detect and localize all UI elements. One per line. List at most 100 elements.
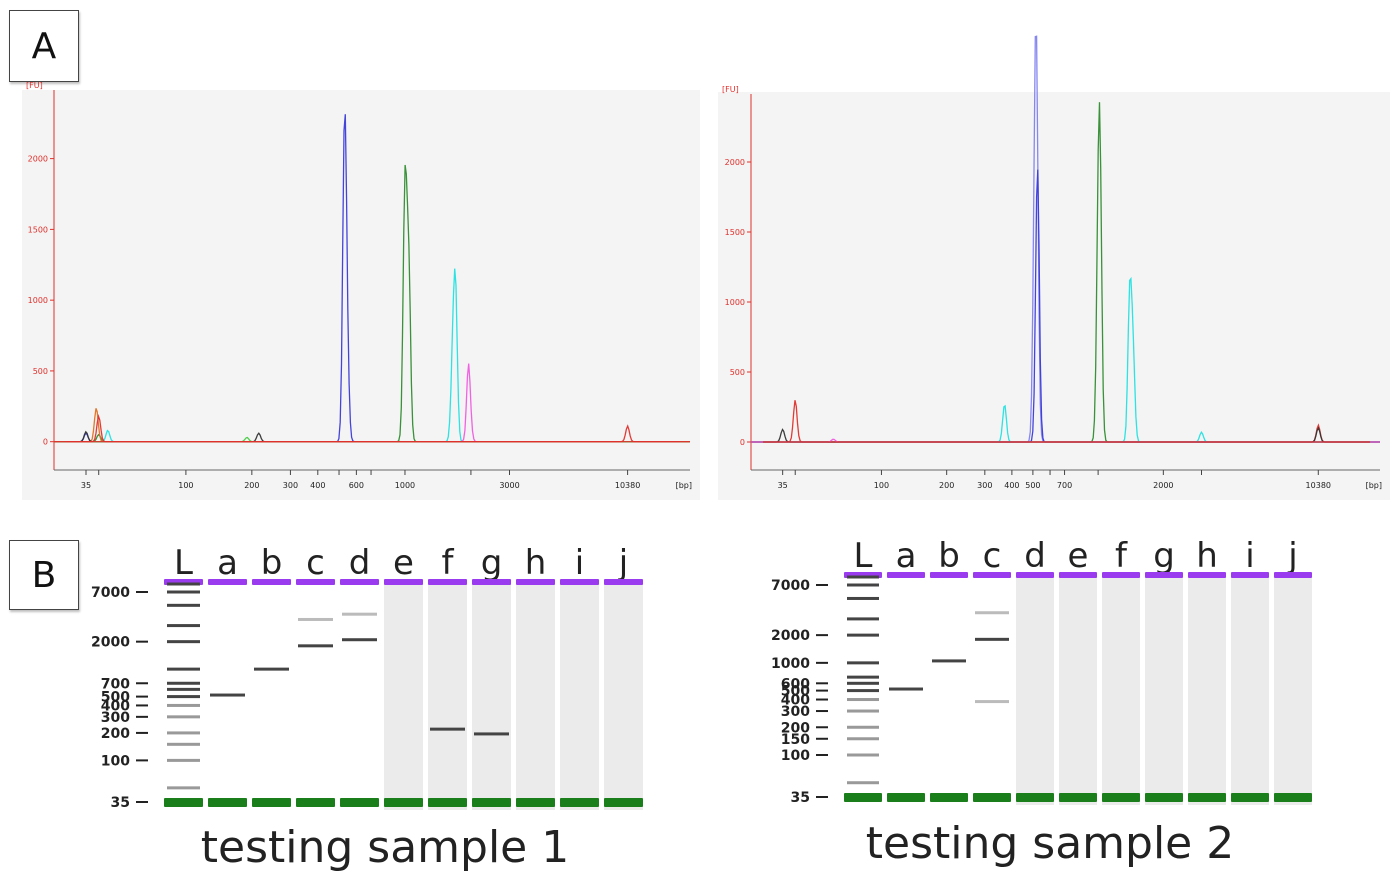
sample-band-d <box>342 612 377 616</box>
lane-label-i: i <box>1245 536 1254 576</box>
ladder-band <box>847 661 879 665</box>
lane-background-e <box>1059 575 1097 805</box>
lane-label-L: L <box>174 543 193 583</box>
lower-marker-band <box>1059 793 1097 802</box>
size-label: 300 <box>781 704 810 720</box>
lane-background-h <box>516 582 555 810</box>
lower-marker-band <box>296 798 335 807</box>
lower-marker-band <box>560 798 599 807</box>
y-axis-title: [FU] <box>26 81 43 90</box>
x-tick-label: 35 <box>778 481 788 490</box>
size-label: 7000 <box>91 585 130 601</box>
x-axis-title: [bp] <box>676 481 692 490</box>
upper-marker-band <box>930 572 968 578</box>
y-axis-title: [FU] <box>722 85 739 94</box>
upper-marker-band <box>1188 572 1226 578</box>
ladder-band <box>167 786 200 790</box>
ladder-band <box>847 596 879 600</box>
caption-sample-2: testing sample 2 <box>865 818 1235 869</box>
upper-marker-band <box>208 579 247 585</box>
ladder-band <box>847 681 879 685</box>
sample-band-f <box>430 727 465 731</box>
lower-marker-band <box>844 793 882 802</box>
lower-marker-band <box>1231 793 1269 802</box>
sample-band-c <box>975 611 1009 615</box>
lane-label-d: d <box>349 543 371 583</box>
x-tick-label: 600 <box>349 481 364 490</box>
ladder-band <box>167 667 200 671</box>
lower-marker-band <box>1188 793 1226 802</box>
x-tick-label: 200 <box>244 481 259 490</box>
lane-label-g: g <box>1153 536 1175 576</box>
ladder-band <box>167 695 200 699</box>
upper-marker-band <box>1102 572 1140 578</box>
lane-label-h: h <box>1196 536 1218 576</box>
ladder-band <box>847 725 879 729</box>
x-tick-label: 400 <box>310 481 325 490</box>
size-label: 500 <box>781 684 810 700</box>
lower-marker-band <box>604 798 643 807</box>
ladder-band <box>847 781 879 785</box>
lower-marker-band <box>340 798 379 807</box>
x-tick-label: 10380 <box>615 481 640 490</box>
lane-label-j: j <box>1287 536 1297 576</box>
lane-background-h <box>1188 575 1226 805</box>
ladder-band <box>847 583 879 587</box>
upper-marker-band <box>560 579 599 585</box>
upper-marker-band <box>428 579 467 585</box>
x-tick-label: 400 <box>1004 481 1019 490</box>
upper-marker-band <box>516 579 555 585</box>
ladder-band <box>167 742 200 746</box>
lane-label-b: b <box>261 543 283 583</box>
ladder-band <box>167 731 200 735</box>
size-label: 300 <box>101 710 130 726</box>
size-label: 150 <box>781 732 810 748</box>
x-tick-label: 35 <box>81 481 91 490</box>
sample-band-d <box>342 638 377 642</box>
sample-band-a <box>889 687 923 691</box>
sample-band-c <box>975 637 1009 641</box>
upper-marker-band <box>340 579 379 585</box>
size-label: 100 <box>101 753 130 769</box>
sample-band-a <box>210 693 245 697</box>
y-tick-label: 0 <box>740 438 745 447</box>
upper-marker-band <box>973 572 1011 578</box>
electropherogram-sample-1: [FU] 0 500 1000 1500 2000 35 100 200 300 400 600 100… <box>22 81 700 500</box>
ladder-band <box>847 689 879 693</box>
size-label: 35 <box>111 795 130 811</box>
lane-background-f <box>428 582 467 810</box>
x-tick-label: 500 <box>1025 481 1040 490</box>
x-tick-label: 3000 <box>499 481 519 490</box>
lane-label-a: a <box>217 543 238 583</box>
y-tick-label: 0 <box>43 438 48 447</box>
lane-label-f: f <box>1115 536 1128 576</box>
lane-label-e: e <box>393 543 414 583</box>
caption-sample-1: testing sample 1 <box>200 822 570 873</box>
upper-marker-band <box>604 579 643 585</box>
upper-marker-band <box>1231 572 1269 578</box>
size-label: 35 <box>791 790 810 806</box>
lower-marker-band <box>164 798 203 807</box>
lower-marker-band <box>887 793 925 802</box>
x-tick-label: 10380 <box>1306 481 1331 490</box>
ladder-band <box>847 709 879 713</box>
size-label: 1000 <box>771 656 810 672</box>
x-tick-label: 2000 <box>1153 481 1173 490</box>
sample-band-g <box>474 732 509 736</box>
plot-background <box>22 90 700 500</box>
sample-band-b <box>254 667 289 671</box>
ladder-band <box>167 582 200 586</box>
y-tick-label: 1000 <box>725 298 745 307</box>
lane-label-h: h <box>525 543 547 583</box>
lane-label-b: b <box>938 536 960 576</box>
lower-marker-band <box>1274 793 1312 802</box>
x-tick-label: 300 <box>977 481 992 490</box>
size-label: 100 <box>781 748 810 764</box>
y-tick-label: 2000 <box>28 155 48 164</box>
lane-background-j <box>604 582 643 810</box>
plot-background <box>718 92 1390 500</box>
ladder-band <box>167 758 200 762</box>
upper-marker-band <box>296 579 335 585</box>
ladder-band <box>167 681 200 685</box>
size-label: 200 <box>101 726 130 742</box>
